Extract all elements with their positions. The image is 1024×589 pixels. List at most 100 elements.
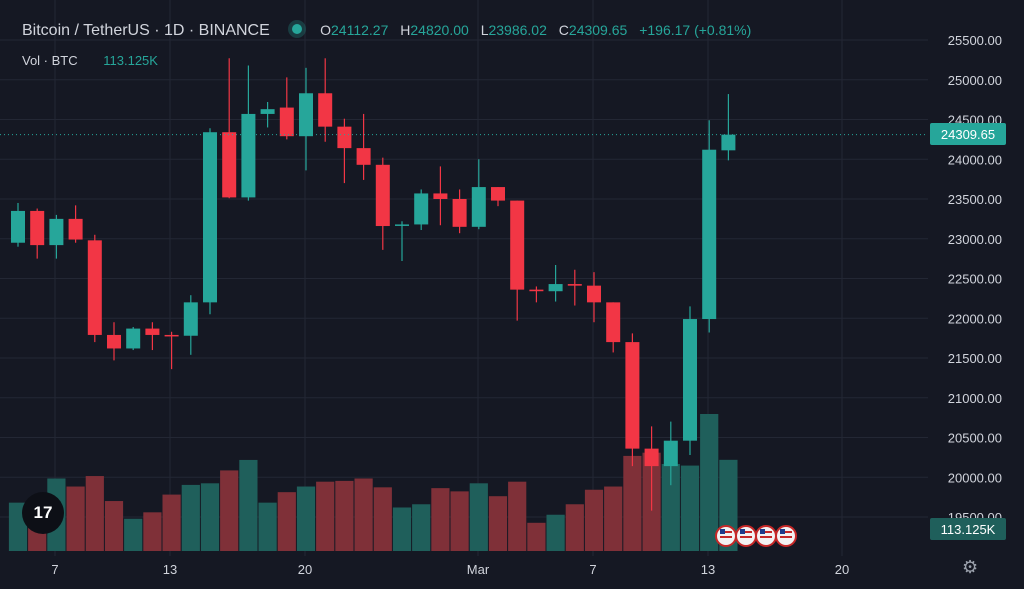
- candle-body[interactable]: [702, 149, 717, 320]
- candle-body[interactable]: [203, 132, 217, 303]
- chart-legend: Bitcoin / TetherUS · 1D · BINANCE O24112…: [22, 22, 759, 40]
- volume-bar: [680, 465, 700, 551]
- candle-body[interactable]: [395, 224, 409, 226]
- volume-bar: [661, 463, 680, 551]
- price-tag-label: 24309.65: [941, 127, 995, 142]
- volume-bar: [508, 481, 527, 551]
- candle-body[interactable]: [356, 148, 371, 165]
- volume-bar: [181, 484, 200, 551]
- volume-bar: [469, 483, 488, 551]
- candle-body[interactable]: [491, 187, 505, 201]
- candle-body[interactable]: [164, 334, 179, 337]
- candle-body[interactable]: [375, 164, 390, 227]
- y-axis-tick-label: 20500.00: [948, 431, 1002, 446]
- candle-body[interactable]: [510, 200, 525, 290]
- candle-body[interactable]: [625, 342, 640, 449]
- candle-body[interactable]: [683, 319, 697, 441]
- candle-body[interactable]: [241, 113, 256, 198]
- y-axis-tick-label: 24000.00: [948, 152, 1002, 167]
- candle-body[interactable]: [433, 193, 448, 199]
- candle-body[interactable]: [30, 210, 45, 246]
- volume-label[interactable]: Vol · BTC: [22, 53, 78, 68]
- volume-bar: [335, 480, 354, 551]
- volume-tag-label: 113.125K: [941, 522, 996, 537]
- symbol-title[interactable]: Bitcoin / TetherUS · 1D · BINANCE: [22, 22, 270, 39]
- y-axis-tick-label: 23000.00: [948, 232, 1002, 247]
- flag-canton: [740, 529, 745, 534]
- volume-bar: [604, 486, 623, 551]
- flag-stripe: [780, 531, 792, 533]
- market-status-icon: [291, 24, 302, 34]
- candle-body[interactable]: [87, 240, 102, 335]
- x-axis-tick-label: 13: [701, 562, 715, 577]
- candle-body[interactable]: [68, 218, 83, 240]
- volume-bar: [450, 491, 469, 551]
- high-label: H: [400, 22, 411, 38]
- candle-body[interactable]: [663, 440, 678, 467]
- candle-body[interactable]: [471, 187, 486, 227]
- volume-bar: [85, 476, 104, 551]
- flag-canton: [720, 529, 725, 534]
- candle-body[interactable]: [49, 218, 64, 246]
- candle-body[interactable]: [587, 285, 601, 303]
- open-value: 24112.27: [331, 22, 389, 38]
- tradingview-logo[interactable]: 17: [22, 492, 64, 534]
- volume-bar: [488, 496, 508, 551]
- candle-body[interactable]: [279, 107, 294, 137]
- y-axis-tick-label: 23500.00: [948, 192, 1002, 207]
- volume-bar: [296, 486, 316, 551]
- volume-bar: [700, 414, 719, 551]
- candle-body[interactable]: [126, 328, 141, 349]
- candle-body[interactable]: [318, 93, 333, 127]
- candle-body[interactable]: [644, 448, 659, 467]
- candle-body[interactable]: [260, 109, 275, 114]
- candle-body[interactable]: [11, 210, 25, 243]
- candle-body[interactable]: [606, 302, 621, 343]
- candle-body[interactable]: [337, 126, 352, 149]
- candle-body[interactable]: [107, 334, 121, 349]
- flag-stripe: [760, 531, 772, 533]
- candle-body[interactable]: [183, 302, 198, 336]
- change-value: +196.17 (+0.81%): [639, 22, 752, 38]
- volume-bar: [104, 501, 124, 551]
- y-axis-tick-label: 21500.00: [948, 351, 1002, 366]
- candle-body[interactable]: [299, 93, 313, 137]
- volume-bar: [239, 459, 258, 551]
- price-tag: [930, 123, 1006, 145]
- candle-body[interactable]: [222, 132, 237, 198]
- candle-body[interactable]: [548, 284, 563, 292]
- flag-canton: [780, 529, 785, 534]
- volume-legend: Vol · BTC 113.125K: [22, 53, 158, 68]
- logo-text: 17: [33, 503, 53, 522]
- candle-body[interactable]: [452, 199, 467, 227]
- volume-bar: [373, 487, 392, 551]
- volume-tag: [930, 518, 1006, 540]
- volume-bar: [66, 486, 85, 551]
- y-axis-tick-label: 25500.00: [948, 33, 1002, 48]
- volume-bar: [354, 478, 373, 551]
- candle-body[interactable]: [145, 328, 160, 335]
- flag-stripe: [740, 531, 752, 533]
- y-axis-tick-label: 22000.00: [948, 311, 1002, 326]
- high-value: 24820.00: [410, 22, 469, 38]
- x-axis-tick-label: 20: [298, 562, 312, 577]
- volume-bar: [143, 512, 162, 551]
- volume-bar: [220, 470, 239, 551]
- open-label: O: [320, 22, 332, 38]
- candle-body[interactable]: [529, 289, 544, 292]
- gear-icon[interactable]: ⚙: [962, 557, 979, 577]
- candle-body[interactable]: [414, 193, 429, 225]
- volume-bar: [124, 518, 143, 551]
- volume-bar: [200, 483, 220, 551]
- volume-value: 113.125K: [103, 53, 158, 68]
- y-axis-tick-label: 20000.00: [948, 470, 1002, 485]
- candle-body[interactable]: [721, 134, 736, 151]
- volume-bar: [623, 455, 642, 551]
- x-axis-tick-label: 20: [835, 562, 849, 577]
- candle-body[interactable]: [567, 284, 582, 286]
- volume-bar: [431, 488, 450, 551]
- x-axis-tick-label: 13: [163, 562, 177, 577]
- flag-canton: [760, 529, 765, 534]
- flag-stripe: [760, 536, 772, 538]
